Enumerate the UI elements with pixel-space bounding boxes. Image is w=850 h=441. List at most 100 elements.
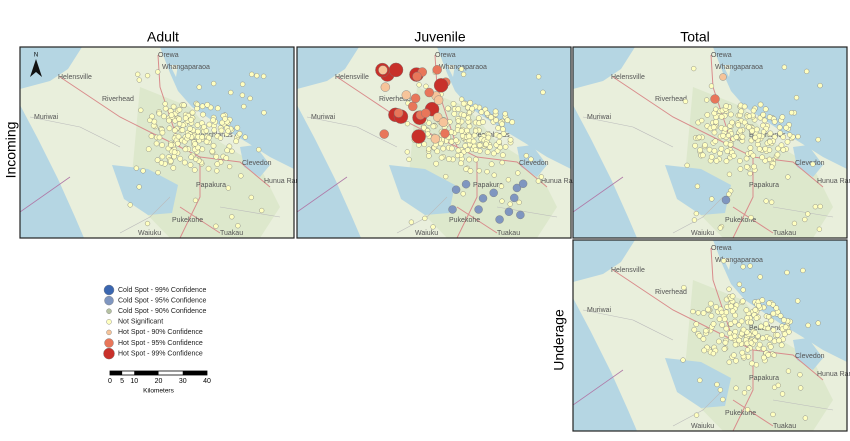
point bbox=[795, 298, 801, 304]
point bbox=[774, 151, 781, 158]
point bbox=[438, 117, 449, 127]
point bbox=[784, 269, 790, 276]
point bbox=[756, 146, 763, 152]
point bbox=[767, 335, 773, 342]
point bbox=[753, 362, 760, 368]
point bbox=[491, 172, 497, 178]
point bbox=[817, 203, 823, 210]
place-label: Muriwai bbox=[587, 307, 612, 314]
point bbox=[144, 73, 151, 79]
point bbox=[771, 338, 778, 345]
column-title: Adult bbox=[147, 29, 179, 45]
points bbox=[127, 69, 267, 229]
point bbox=[472, 147, 479, 153]
point bbox=[176, 106, 183, 113]
place-label: Pukekohe bbox=[172, 217, 203, 224]
point bbox=[708, 313, 715, 319]
point bbox=[738, 318, 745, 325]
point bbox=[744, 164, 750, 170]
point bbox=[466, 109, 473, 116]
panel-border bbox=[19, 46, 295, 239]
point bbox=[213, 223, 219, 229]
point bbox=[199, 103, 206, 110]
legend: Cold Spot - 99% Confidence Cold Spot - 95… bbox=[103, 284, 206, 360]
place-label: Beachlands bbox=[473, 132, 510, 139]
point bbox=[458, 128, 465, 134]
point bbox=[779, 114, 786, 120]
legend-label: Hot Spot - 99% Confidence bbox=[118, 350, 203, 357]
point bbox=[484, 110, 490, 117]
point bbox=[767, 130, 774, 137]
place-label: Pukekohe bbox=[725, 217, 756, 224]
point bbox=[242, 134, 248, 140]
place-label: Orewa bbox=[711, 245, 732, 252]
point bbox=[776, 124, 783, 131]
point bbox=[720, 396, 726, 403]
place-label: Muriwai bbox=[34, 114, 59, 121]
point bbox=[761, 117, 768, 124]
point bbox=[748, 214, 754, 221]
point bbox=[778, 142, 785, 149]
point bbox=[188, 154, 195, 160]
point bbox=[430, 123, 437, 130]
point bbox=[713, 304, 719, 310]
point bbox=[191, 167, 198, 173]
scale-segment bbox=[110, 371, 123, 375]
point bbox=[499, 121, 505, 127]
point bbox=[209, 148, 216, 155]
point bbox=[379, 129, 389, 139]
point bbox=[189, 109, 196, 116]
point bbox=[785, 174, 791, 180]
point bbox=[416, 82, 422, 88]
point bbox=[700, 152, 706, 159]
point bbox=[408, 219, 414, 225]
point bbox=[719, 322, 725, 328]
point bbox=[693, 412, 700, 418]
point bbox=[810, 161, 816, 167]
point bbox=[723, 309, 730, 316]
point bbox=[708, 154, 715, 160]
point bbox=[693, 321, 700, 327]
point bbox=[443, 174, 449, 180]
point bbox=[249, 71, 255, 77]
point bbox=[187, 125, 193, 132]
point bbox=[203, 138, 210, 145]
point bbox=[797, 372, 803, 378]
legend-symbol bbox=[104, 338, 114, 348]
point bbox=[710, 94, 720, 104]
point bbox=[744, 347, 751, 353]
point bbox=[793, 95, 800, 101]
point bbox=[795, 133, 801, 140]
point bbox=[763, 321, 769, 327]
point bbox=[746, 124, 752, 131]
point bbox=[187, 162, 194, 168]
place-label: Riverhead bbox=[655, 96, 687, 103]
point bbox=[721, 316, 728, 322]
point bbox=[170, 165, 177, 171]
point bbox=[737, 158, 743, 164]
point bbox=[510, 193, 519, 203]
point bbox=[696, 332, 703, 339]
point bbox=[712, 138, 719, 145]
point bbox=[740, 326, 747, 333]
point bbox=[176, 116, 182, 122]
point bbox=[743, 155, 750, 162]
legend-label: Cold Spot - 99% Confidence bbox=[118, 287, 206, 294]
point bbox=[450, 100, 457, 107]
point bbox=[706, 146, 713, 153]
place-label: Clevedon bbox=[795, 353, 825, 360]
place-label: Waiuku bbox=[138, 230, 161, 237]
point bbox=[259, 207, 265, 214]
point bbox=[536, 74, 542, 80]
point bbox=[168, 142, 174, 148]
point bbox=[798, 385, 804, 391]
point bbox=[426, 153, 432, 159]
point bbox=[248, 194, 254, 201]
point bbox=[496, 133, 503, 140]
legend-symbol bbox=[103, 284, 115, 296]
point bbox=[404, 121, 411, 127]
place-label: Waiuku bbox=[691, 423, 714, 430]
point bbox=[181, 102, 187, 108]
point bbox=[215, 105, 221, 112]
point bbox=[732, 341, 739, 348]
